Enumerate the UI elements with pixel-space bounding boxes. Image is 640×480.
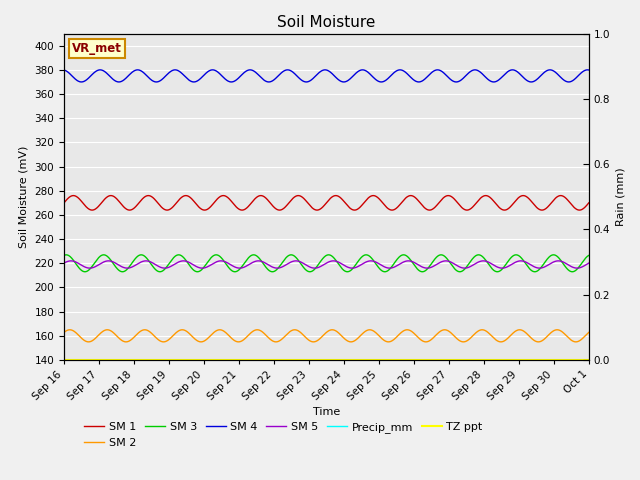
Text: VR_met: VR_met — [72, 42, 122, 55]
SM 4 — [122, 75, 130, 81]
SM 5 — [283, 261, 291, 267]
SM 3 — [100, 252, 108, 258]
SM 1 — [122, 206, 130, 212]
SM 1 — [283, 202, 291, 208]
Line: SM 4: SM 4 — [64, 70, 589, 82]
SM 2 — [283, 332, 291, 337]
SM 4 — [546, 67, 554, 73]
SM 1 — [100, 196, 108, 202]
SM 4 — [303, 79, 311, 85]
SM 3 — [283, 254, 291, 260]
TZ ppt — [122, 357, 130, 363]
Line: SM 5: SM 5 — [64, 261, 589, 268]
TZ ppt — [100, 357, 108, 363]
SM 5 — [60, 260, 68, 266]
SM 3 — [359, 253, 367, 259]
SM 1 — [182, 192, 189, 198]
X-axis label: Time: Time — [313, 407, 340, 417]
SM 4 — [585, 67, 593, 73]
SM 2 — [122, 339, 130, 345]
SM 2 — [294, 328, 301, 334]
SM 3 — [437, 252, 445, 258]
SM 3 — [122, 267, 130, 273]
Line: SM 2: SM 2 — [64, 330, 589, 342]
SM 5 — [100, 259, 108, 264]
SM 2 — [359, 330, 367, 336]
TZ ppt — [303, 357, 311, 363]
Y-axis label: Rain (mm): Rain (mm) — [616, 168, 626, 226]
SM 1 — [359, 201, 367, 207]
SM 4 — [100, 69, 108, 74]
Legend: SM 1, SM 2, SM 3, SM 4, SM 5, Precip_mm, TZ ppt: SM 1, SM 2, SM 3, SM 4, SM 5, Precip_mm,… — [80, 418, 487, 452]
SM 2 — [572, 339, 580, 345]
TZ ppt — [283, 357, 291, 363]
TZ ppt — [585, 357, 593, 363]
SM 2 — [585, 330, 593, 336]
SM 4 — [283, 67, 291, 73]
SM 5 — [348, 265, 356, 271]
Line: SM 3: SM 3 — [64, 255, 589, 272]
SM 1 — [303, 200, 311, 205]
SM 3 — [156, 269, 164, 275]
SM 5 — [104, 258, 112, 264]
SM 5 — [360, 261, 367, 266]
TZ ppt — [60, 357, 68, 363]
TZ ppt — [359, 357, 367, 363]
SM 5 — [585, 260, 593, 266]
TZ ppt — [294, 357, 301, 363]
SM 5 — [122, 265, 130, 271]
SM 3 — [60, 252, 68, 258]
SM 5 — [303, 263, 311, 269]
SM 1 — [60, 200, 68, 206]
Line: SM 1: SM 1 — [64, 195, 589, 210]
Y-axis label: Soil Moisture (mV): Soil Moisture (mV) — [19, 145, 29, 248]
SM 2 — [100, 327, 108, 333]
SM 3 — [294, 257, 301, 263]
SM 1 — [294, 193, 301, 199]
SM 2 — [291, 327, 298, 333]
SM 2 — [60, 330, 68, 336]
SM 3 — [585, 252, 593, 258]
Title: Soil Moisture: Soil Moisture — [277, 15, 376, 30]
SM 1 — [463, 207, 471, 213]
SM 4 — [265, 79, 273, 85]
SM 2 — [303, 336, 311, 342]
SM 4 — [60, 67, 68, 73]
SM 1 — [585, 200, 593, 206]
SM 5 — [294, 258, 301, 264]
SM 4 — [294, 74, 301, 80]
SM 3 — [303, 268, 311, 274]
SM 4 — [359, 67, 367, 73]
